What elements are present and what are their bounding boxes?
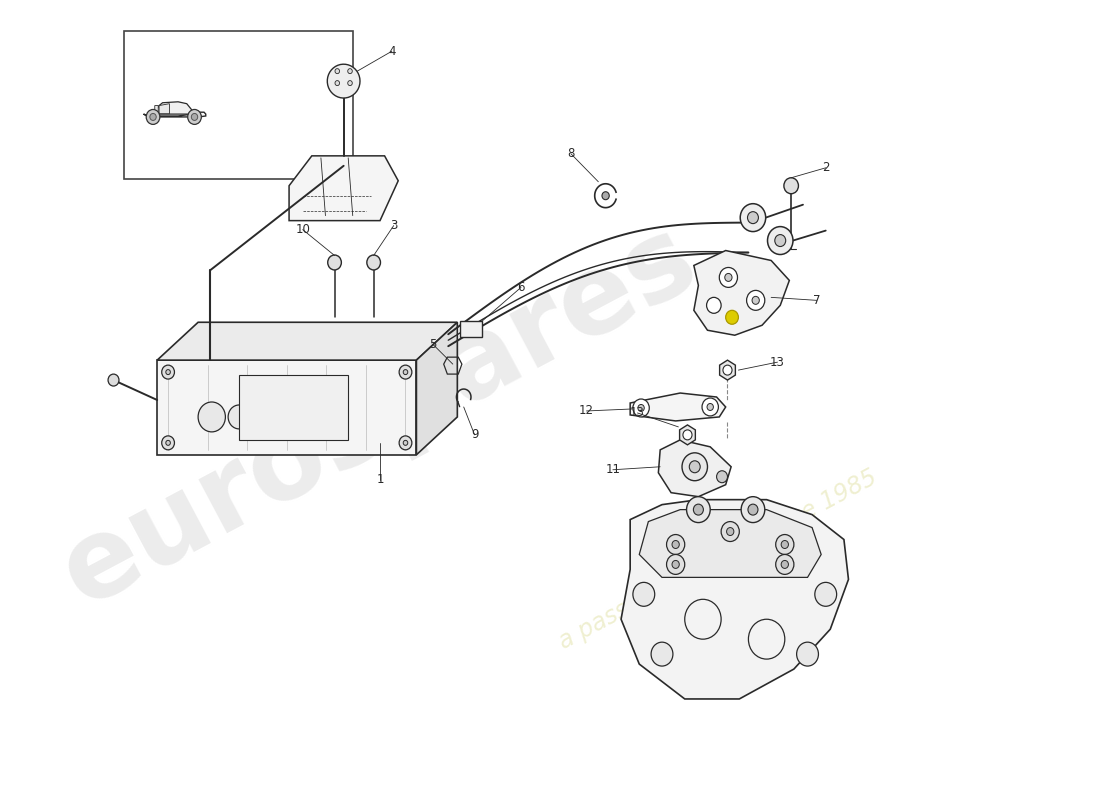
Polygon shape xyxy=(157,322,458,360)
Circle shape xyxy=(632,399,649,417)
Polygon shape xyxy=(160,104,169,114)
Polygon shape xyxy=(680,425,695,445)
Circle shape xyxy=(693,504,703,515)
Text: 10: 10 xyxy=(295,223,310,236)
Polygon shape xyxy=(417,322,458,455)
Circle shape xyxy=(741,497,764,522)
Circle shape xyxy=(774,234,785,246)
Circle shape xyxy=(716,470,727,482)
Circle shape xyxy=(651,642,673,666)
Circle shape xyxy=(399,436,411,450)
Circle shape xyxy=(748,504,758,515)
Circle shape xyxy=(162,436,175,450)
Circle shape xyxy=(768,226,793,254)
Circle shape xyxy=(707,403,714,410)
Text: 6: 6 xyxy=(517,281,525,294)
Circle shape xyxy=(706,298,722,314)
Polygon shape xyxy=(155,106,158,114)
Circle shape xyxy=(336,69,340,74)
Circle shape xyxy=(719,267,737,287)
Circle shape xyxy=(726,310,738,324)
Circle shape xyxy=(228,405,250,429)
Circle shape xyxy=(366,255,381,270)
Circle shape xyxy=(672,561,680,569)
Text: 3: 3 xyxy=(390,219,397,232)
Circle shape xyxy=(747,290,764,310)
Polygon shape xyxy=(289,156,398,221)
Text: 2: 2 xyxy=(822,162,829,174)
Text: 8: 8 xyxy=(568,147,574,160)
Circle shape xyxy=(683,430,692,440)
Circle shape xyxy=(166,440,170,446)
Circle shape xyxy=(815,582,837,606)
Circle shape xyxy=(682,453,707,481)
Polygon shape xyxy=(694,250,790,335)
Circle shape xyxy=(784,178,799,194)
Circle shape xyxy=(702,398,718,416)
Circle shape xyxy=(162,365,175,379)
Circle shape xyxy=(404,440,408,446)
Circle shape xyxy=(166,370,170,374)
Circle shape xyxy=(638,405,645,411)
Polygon shape xyxy=(630,393,726,421)
Circle shape xyxy=(399,365,411,379)
Circle shape xyxy=(686,497,711,522)
Circle shape xyxy=(404,370,408,374)
Text: 7: 7 xyxy=(813,294,821,307)
Circle shape xyxy=(740,204,766,231)
Circle shape xyxy=(748,212,758,224)
Circle shape xyxy=(723,365,732,375)
Polygon shape xyxy=(328,64,360,98)
Circle shape xyxy=(150,114,156,121)
Circle shape xyxy=(727,527,734,535)
Polygon shape xyxy=(154,102,194,114)
Circle shape xyxy=(752,296,759,304)
Circle shape xyxy=(198,402,226,432)
Polygon shape xyxy=(659,440,732,497)
Circle shape xyxy=(776,534,794,554)
Text: eurospares: eurospares xyxy=(43,204,714,628)
Polygon shape xyxy=(719,360,736,380)
Polygon shape xyxy=(621,500,848,699)
Text: 4: 4 xyxy=(388,45,396,58)
Text: 5: 5 xyxy=(429,338,437,350)
Circle shape xyxy=(602,192,609,200)
Circle shape xyxy=(776,554,794,574)
Text: 13: 13 xyxy=(770,356,785,369)
Text: 9: 9 xyxy=(471,428,478,442)
Circle shape xyxy=(146,110,160,125)
Polygon shape xyxy=(639,510,822,578)
Text: 1: 1 xyxy=(376,474,384,486)
Circle shape xyxy=(336,81,340,86)
Polygon shape xyxy=(157,360,417,455)
Circle shape xyxy=(632,582,654,606)
Circle shape xyxy=(348,69,352,74)
Text: 11: 11 xyxy=(605,463,620,476)
Circle shape xyxy=(667,534,684,554)
Polygon shape xyxy=(143,112,206,117)
Circle shape xyxy=(348,81,352,86)
Bar xyxy=(123,31,353,178)
Circle shape xyxy=(672,541,680,549)
Text: 13: 13 xyxy=(630,406,645,419)
Text: a passion for parts since 1985: a passion for parts since 1985 xyxy=(556,465,881,654)
Circle shape xyxy=(108,374,119,386)
Circle shape xyxy=(796,642,818,666)
Circle shape xyxy=(722,522,739,542)
Circle shape xyxy=(781,561,789,569)
Bar xyxy=(460,322,482,338)
Circle shape xyxy=(328,255,341,270)
Circle shape xyxy=(690,461,701,473)
Text: 12: 12 xyxy=(579,405,594,418)
Circle shape xyxy=(191,114,198,121)
Circle shape xyxy=(781,541,789,549)
Bar xyxy=(239,375,349,440)
Circle shape xyxy=(725,274,732,282)
Circle shape xyxy=(188,110,201,125)
Circle shape xyxy=(667,554,684,574)
